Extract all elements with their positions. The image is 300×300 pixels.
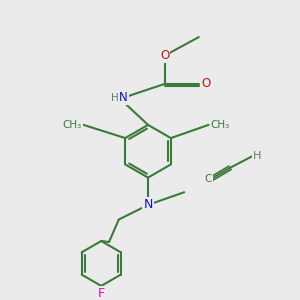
Text: CH₃: CH₃ [62, 120, 82, 130]
Text: H: H [253, 151, 262, 161]
Text: C: C [205, 174, 212, 184]
Text: H: H [111, 93, 119, 103]
Text: F: F [98, 287, 105, 300]
Text: O: O [201, 77, 210, 90]
Text: N: N [143, 198, 153, 212]
Text: N: N [119, 91, 128, 104]
Text: CH₃: CH₃ [211, 120, 230, 130]
Text: O: O [160, 49, 169, 62]
